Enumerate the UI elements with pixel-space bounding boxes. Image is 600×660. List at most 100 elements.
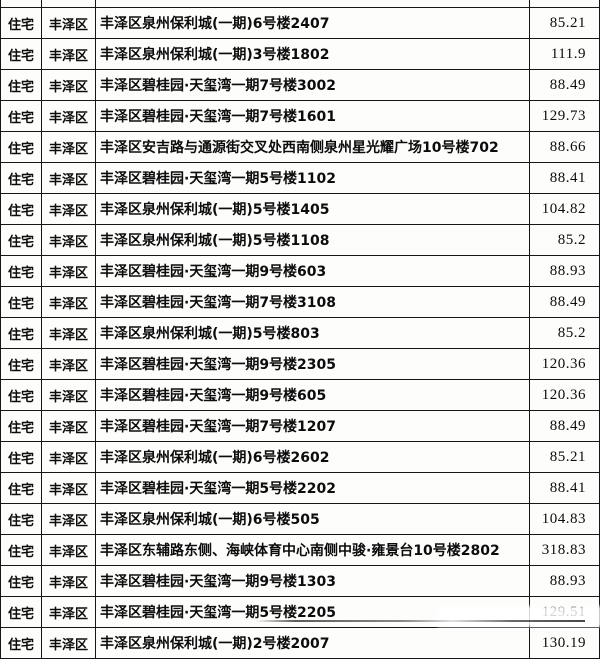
area-cell: 88.41 xyxy=(530,473,600,503)
district-cell: 丰泽区 xyxy=(42,70,96,100)
area-cell: 88.49 xyxy=(530,287,600,317)
address-cell: 丰泽区碧桂园·天玺湾一期9号楼605 xyxy=(96,380,530,410)
property-type-cell: 住宅 xyxy=(0,39,42,69)
table-row: 住宅 丰泽区 丰泽区碧桂园·天玺湾一期9号楼605 120.36 xyxy=(0,380,600,411)
address-cell: 丰泽区泉州保利城(一期)5号楼803 xyxy=(96,318,530,348)
district-cell: 丰泽区 xyxy=(42,473,96,503)
property-type-cell: 住宅 xyxy=(0,70,42,100)
area-cell: 85.2 xyxy=(530,225,600,255)
district-cell: 丰泽区 xyxy=(42,132,96,162)
table-row: 住宅 丰泽区 丰泽区碧桂园·天玺湾一期9号楼2305 120.36 xyxy=(0,349,600,380)
address-cell: 丰泽区碧桂园·天玺湾一期5号楼1102 xyxy=(96,163,530,193)
property-type-cell: 住宅 xyxy=(0,194,42,224)
table-row: 住宅 丰泽区 丰泽区泉州保利城(一期)6号楼2602 85.21 xyxy=(0,442,600,473)
address-cell: 丰泽区泉州保利城(一期)2号楼2007 xyxy=(96,628,530,658)
address-cell: 丰泽区碧桂园·天玺湾一期9号楼603 xyxy=(96,256,530,286)
table-row: 住宅 丰泽区 丰泽区泉州保利城(一期)5号楼803 85.2 xyxy=(0,318,600,349)
property-type-cell: 住宅 xyxy=(0,318,42,348)
area-cell: 318.83 xyxy=(530,535,600,565)
table-row: 住宅 丰泽区 丰泽区碧桂园·天玺湾一期5号楼1102 88.41 xyxy=(0,163,600,194)
address-cell: 丰泽区安吉路与通源街交叉处西南侧泉州星光耀广场10号楼702 xyxy=(96,132,530,162)
district-cell: 丰泽区 xyxy=(42,8,96,38)
property-type-cell: 住宅 xyxy=(0,535,42,565)
address-cell: 丰泽区碧桂园·天玺湾一期7号楼1207 xyxy=(96,411,530,441)
district-cell xyxy=(42,0,96,7)
area-cell: 104.82 xyxy=(530,194,600,224)
table-row: 住宅 丰泽区 丰泽区泉州保利城(一期)5号楼1405 104.82 xyxy=(0,194,600,225)
district-cell: 丰泽区 xyxy=(42,504,96,534)
table-row: 住宅 丰泽区 丰泽区碧桂园·天玺湾一期7号楼3002 88.49 xyxy=(0,70,600,101)
property-type-cell: 住宅 xyxy=(0,566,42,596)
area-cell: 129.51 xyxy=(530,597,600,627)
table-row: 住宅 丰泽区 丰泽区泉州保利城(一期)5号楼1108 85.2 xyxy=(0,225,600,256)
district-cell: 丰泽区 xyxy=(42,318,96,348)
table-row: 住宅 丰泽区 丰泽区碧桂园·天玺湾一期5号楼2202 88.41 xyxy=(0,473,600,504)
district-cell: 丰泽区 xyxy=(42,39,96,69)
property-type-cell: 住宅 xyxy=(0,349,42,379)
district-cell: 丰泽区 xyxy=(42,349,96,379)
area-cell: 88.49 xyxy=(530,70,600,100)
property-type-cell: 住宅 xyxy=(0,380,42,410)
area-cell: 88.49 xyxy=(530,411,600,441)
address-cell: 丰泽区东辅路东侧、海峡体育中心南侧中骏·雍景台10号楼2802 xyxy=(96,535,530,565)
area-cell: 85.2 xyxy=(530,318,600,348)
address-cell: 丰泽区碧桂园·天玺湾一期5号楼2202 xyxy=(96,473,530,503)
address-cell: 丰泽区碧桂园·天玺湾一期7号楼3108 xyxy=(96,287,530,317)
table-row: 住宅 丰泽区 丰泽区碧桂园·天玺湾一期7号楼1601 129.73 xyxy=(0,101,600,132)
property-type-cell: 住宅 xyxy=(0,256,42,286)
property-type-cell: 住宅 xyxy=(0,101,42,131)
property-type-cell: 住宅 xyxy=(0,132,42,162)
property-type-cell: 住宅 xyxy=(0,473,42,503)
district-cell: 丰泽区 xyxy=(42,287,96,317)
address-cell: 丰泽区碧桂园·天玺湾一期9号楼1303 xyxy=(96,566,530,596)
district-cell: 丰泽区 xyxy=(42,628,96,658)
table-row: 住宅 丰泽区 丰泽区碧桂园·天玺湾一期9号楼1303 88.93 xyxy=(0,566,600,597)
property-type-cell: 住宅 xyxy=(0,442,42,472)
area-cell xyxy=(530,0,600,7)
address-cell: 丰泽区碧桂园·天玺湾一期9号楼2305 xyxy=(96,349,530,379)
district-cell: 丰泽区 xyxy=(42,535,96,565)
property-type-cell: 住宅 xyxy=(0,504,42,534)
district-cell: 丰泽区 xyxy=(42,411,96,441)
area-cell: 88.93 xyxy=(530,256,600,286)
address-cell: 丰泽区泉州保利城(一期)6号楼2602 xyxy=(96,442,530,472)
district-cell: 丰泽区 xyxy=(42,163,96,193)
table-row: 住宅 丰泽区 丰泽区泉州保利城(一期)6号楼505 104.83 xyxy=(0,504,600,535)
table-row: 住宅 丰泽区 丰泽区泉州保利城(一期)2号楼2007 130.19 xyxy=(0,628,600,659)
area-cell: 120.36 xyxy=(530,380,600,410)
address-cell: 丰泽区碧桂园·天玺湾一期7号楼3002 xyxy=(96,70,530,100)
address-cell xyxy=(96,0,530,7)
property-type-cell: 住宅 xyxy=(0,597,42,627)
table-row: 住宅 丰泽区 丰泽区碧桂园·天玺湾一期7号楼1207 88.49 xyxy=(0,411,600,442)
area-cell: 85.21 xyxy=(530,8,600,38)
address-cell: 丰泽区碧桂园·天玺湾一期7号楼1601 xyxy=(96,101,530,131)
area-cell: 88.41 xyxy=(530,163,600,193)
partial-row-top xyxy=(0,0,600,8)
area-cell: 85.21 xyxy=(530,442,600,472)
table-row: 住宅 丰泽区 丰泽区碧桂园·天玺湾一期9号楼603 88.93 xyxy=(0,256,600,287)
district-cell: 丰泽区 xyxy=(42,380,96,410)
district-cell: 丰泽区 xyxy=(42,194,96,224)
table-row: 住宅 丰泽区 丰泽区泉州保利城(一期)6号楼2407 85.21 xyxy=(0,8,600,39)
district-cell: 丰泽区 xyxy=(42,442,96,472)
district-cell: 丰泽区 xyxy=(42,566,96,596)
address-cell: 丰泽区泉州保利城(一期)6号楼2407 xyxy=(96,8,530,38)
district-cell: 丰泽区 xyxy=(42,597,96,627)
area-cell: 129.73 xyxy=(530,101,600,131)
area-cell: 111.9 xyxy=(530,39,600,69)
property-type-cell: 住宅 xyxy=(0,411,42,441)
district-cell: 丰泽区 xyxy=(42,256,96,286)
area-cell: 120.36 xyxy=(530,349,600,379)
area-cell: 130.19 xyxy=(530,628,600,658)
table-row: 住宅 丰泽区 丰泽区泉州保利城(一期)3号楼1802 111.9 xyxy=(0,39,600,70)
table-row: 住宅 丰泽区 丰泽区碧桂园·天玺湾一期7号楼3108 88.49 xyxy=(0,287,600,318)
address-cell: 丰泽区泉州保利城(一期)3号楼1802 xyxy=(96,39,530,69)
table-row: 住宅 丰泽区 丰泽区碧桂园·天玺湾一期5号楼2205 129.51 xyxy=(0,597,600,628)
area-cell: 88.93 xyxy=(530,566,600,596)
property-type-cell xyxy=(0,0,42,7)
property-type-cell: 住宅 xyxy=(0,225,42,255)
area-cell: 104.83 xyxy=(530,504,600,534)
address-cell: 丰泽区碧桂园·天玺湾一期5号楼2205 xyxy=(96,597,530,627)
property-type-cell: 住宅 xyxy=(0,163,42,193)
